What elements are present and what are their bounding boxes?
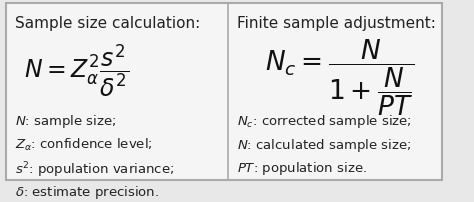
Text: $N_c = \dfrac{N}{1 + \dfrac{N}{PT}}$: $N_c = \dfrac{N}{1 + \dfrac{N}{PT}}$	[265, 37, 414, 118]
Text: $\delta$: estimate precision.: $\delta$: estimate precision.	[15, 184, 159, 201]
Text: $N_c$: corrected sample size;: $N_c$: corrected sample size;	[237, 113, 412, 130]
Text: Finite sample adjustment:: Finite sample adjustment:	[237, 16, 436, 31]
Text: $PT$: population size.: $PT$: population size.	[237, 160, 367, 177]
Text: $N$: calculated sample size;: $N$: calculated sample size;	[237, 137, 411, 154]
Text: Sample size calculation:: Sample size calculation:	[15, 16, 200, 31]
FancyBboxPatch shape	[6, 3, 442, 180]
Text: $Z_{\alpha}$: confidence level;: $Z_{\alpha}$: confidence level;	[15, 137, 152, 153]
Text: $N$: sample size;: $N$: sample size;	[15, 113, 116, 130]
Text: $s^{2}$: population variance;: $s^{2}$: population variance;	[15, 160, 174, 180]
Text: $N = Z_{\alpha}^{2}\dfrac{s^{2}}{\delta^{2}}$: $N = Z_{\alpha}^{2}\dfrac{s^{2}}{\delta^…	[24, 42, 129, 99]
